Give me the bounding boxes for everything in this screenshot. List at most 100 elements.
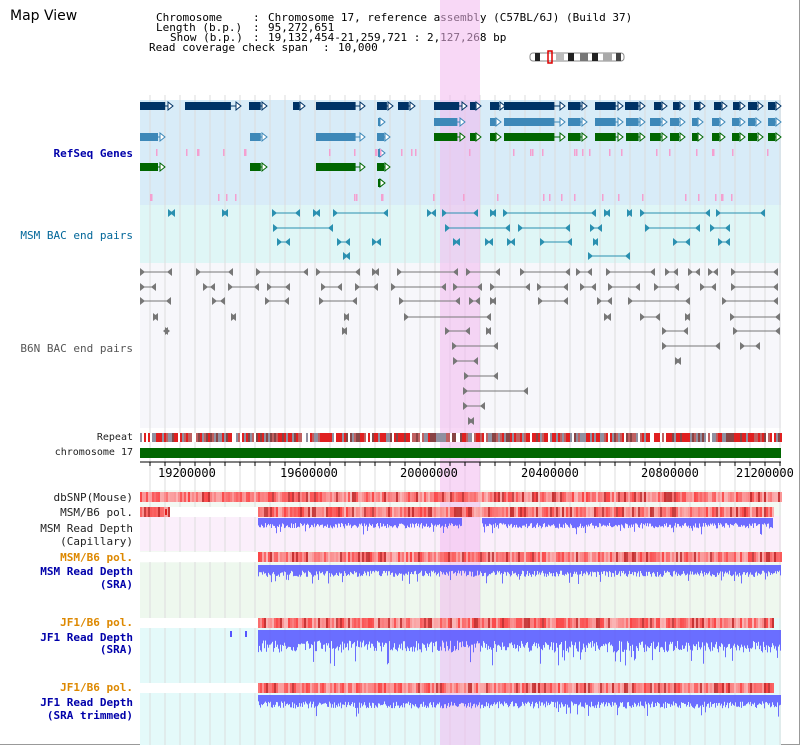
jf1-pol2-cell bbox=[630, 683, 632, 693]
repeat-segment bbox=[688, 433, 690, 442]
jf1-sra-depth-bar bbox=[371, 630, 372, 644]
dbsnp-cell bbox=[514, 492, 516, 502]
track-label-b6n-bac[interactable]: B6N BAC end pairs bbox=[20, 342, 133, 355]
dbsnp-cell bbox=[570, 492, 572, 502]
msm-pol-cell bbox=[224, 507, 226, 517]
msm-cap-depth-bar bbox=[730, 518, 731, 524]
dbsnp-cell bbox=[392, 492, 394, 502]
jf1-trim-depth-bar bbox=[325, 695, 326, 703]
msm-sra-depth-bar bbox=[514, 565, 515, 574]
b6n-bac-pair-end bbox=[708, 268, 713, 276]
msm-sra-depth-bar bbox=[716, 565, 717, 577]
repeat-segment bbox=[478, 433, 480, 442]
jf1-pol2-cell bbox=[200, 683, 202, 693]
repeat-segment bbox=[690, 433, 692, 442]
jf1-pol-cell bbox=[396, 618, 398, 628]
jf1-pol-cell bbox=[272, 618, 274, 628]
track-label-msm-bac[interactable]: MSM BAC end pairs bbox=[20, 229, 133, 242]
track-label-refseq[interactable]: RefSeq Genes bbox=[53, 147, 133, 160]
b6n-bac-pair-end bbox=[441, 283, 446, 291]
dbsnp-cell bbox=[624, 492, 626, 502]
msm-sra-depth-bar bbox=[541, 565, 542, 573]
jf1-sra-depth-bar bbox=[574, 630, 575, 646]
track-label-jf1-depth-sra[interactable]: JF1 Read Depth bbox=[40, 631, 133, 644]
jf1-pol2-cell bbox=[182, 683, 184, 693]
msm-pol2-cell bbox=[176, 552, 178, 562]
msm-pol-cell bbox=[454, 507, 456, 517]
repeat-segment bbox=[376, 433, 378, 442]
dbsnp-cell bbox=[770, 492, 772, 502]
dbsnp-cell bbox=[708, 492, 710, 502]
repeat-segment bbox=[140, 433, 142, 442]
msm-sra-depth-bar bbox=[500, 565, 501, 575]
msm-cap-depth-bar bbox=[674, 518, 675, 526]
jf1-pol2-cell bbox=[444, 683, 446, 693]
msm-sra-depth-bar bbox=[714, 565, 715, 576]
msm-cap-depth-bar bbox=[489, 518, 490, 524]
jf1-pol-cell bbox=[672, 618, 674, 628]
jf1-pol-cell bbox=[626, 618, 628, 628]
msm-sra-depth-bar bbox=[660, 565, 661, 574]
jf1-sra-depth-bar bbox=[757, 630, 758, 646]
track-label-repeat[interactable]: Repeat bbox=[96, 432, 133, 443]
dbsnp-cell bbox=[710, 492, 712, 502]
jf1-sra-depth-bar bbox=[576, 630, 577, 649]
track-label-jf1-b6-pol-2[interactable]: JF1/B6 pol. bbox=[60, 681, 133, 694]
b6n-bac-pair-end bbox=[587, 268, 592, 276]
jf1-pol2-cell bbox=[140, 683, 142, 693]
track-label-msm-depth-cap[interactable]: MSM Read Depth bbox=[40, 522, 133, 535]
jf1-sra-depth-bar bbox=[323, 630, 324, 645]
msm-sra-depth-bar bbox=[418, 565, 419, 574]
dbsnp-cell bbox=[470, 492, 472, 502]
jf1-sra-depth-bar bbox=[606, 630, 607, 645]
jf1-trim-depth-bar bbox=[742, 695, 743, 702]
track-label-jf1-b6-pol[interactable]: JF1/B6 pol. bbox=[60, 616, 133, 629]
msm-cap-depth-bar bbox=[651, 518, 652, 527]
msm-pol-cell bbox=[544, 507, 546, 517]
msm-cap-depth-bar bbox=[550, 518, 551, 527]
repeat-segment bbox=[170, 433, 172, 442]
msm-cap-depth-bar bbox=[261, 518, 262, 525]
b6n-bac-pair-end bbox=[140, 283, 145, 291]
jf1-pol2-cell bbox=[658, 683, 660, 693]
msm-sra-depth-bar bbox=[282, 565, 283, 573]
msm-pol-cell bbox=[296, 507, 298, 517]
jf1-pol-cell bbox=[452, 618, 454, 628]
length-key: Length (b.p.) bbox=[156, 21, 243, 34]
dbsnp-cell bbox=[758, 492, 760, 502]
msm-sra-depth-bar bbox=[605, 565, 606, 576]
msm-sra-depth-bar bbox=[458, 565, 459, 571]
msm-cap-depth-bar bbox=[438, 518, 439, 526]
jf1-pol-cell bbox=[322, 618, 324, 628]
jf1-sra-depth-bar bbox=[260, 630, 261, 651]
msm-cap-depth-bar bbox=[423, 518, 424, 526]
track-label-chromosome[interactable]: chromosome 17 bbox=[54, 447, 133, 458]
msm-pol2-cell bbox=[238, 552, 240, 562]
jf1-trim-depth-bar bbox=[590, 695, 591, 708]
jf1-trim-depth-bar bbox=[737, 695, 738, 707]
jf1-sra-depth-bar bbox=[657, 630, 658, 646]
jf1-trim-depth-bar bbox=[409, 695, 410, 706]
repeat-segment bbox=[272, 433, 274, 442]
msm-pol2-cell bbox=[464, 552, 466, 562]
jf1-sra-depth-bar bbox=[419, 630, 420, 650]
track-label-dbsnp[interactable]: dbSNP(Mouse) bbox=[53, 491, 133, 504]
msm-pol-cell bbox=[560, 507, 562, 517]
jf1-pol-cell bbox=[328, 618, 330, 628]
jf1-pol2-cell bbox=[596, 683, 598, 693]
dbsnp-cell bbox=[582, 492, 584, 502]
b6n-bac-pair-end bbox=[220, 297, 225, 305]
jf1-sra-depth-bar bbox=[485, 630, 486, 648]
track-label-jf1-depth-trim[interactable]: JF1 Read Depth bbox=[40, 696, 133, 709]
track-label-msm-depth-sra[interactable]: MSM Read Depth bbox=[40, 565, 133, 578]
msm-pol-cell bbox=[180, 507, 182, 517]
dbsnp-cell bbox=[626, 492, 628, 502]
jf1-pol-cell bbox=[276, 618, 278, 628]
gene-strand-arrow bbox=[719, 131, 726, 143]
msm-pol2-cell bbox=[440, 552, 442, 562]
track-label-msm-b6-pol-2[interactable]: MSM/B6 pol. bbox=[60, 551, 133, 564]
jf1-sra-depth-bar bbox=[369, 630, 370, 642]
jf1-trim-depth-bar bbox=[571, 695, 572, 702]
track-label-msm-b6-pol[interactable]: MSM/B6 pol. bbox=[60, 506, 133, 519]
b6n-bac-pair-end bbox=[665, 268, 670, 276]
